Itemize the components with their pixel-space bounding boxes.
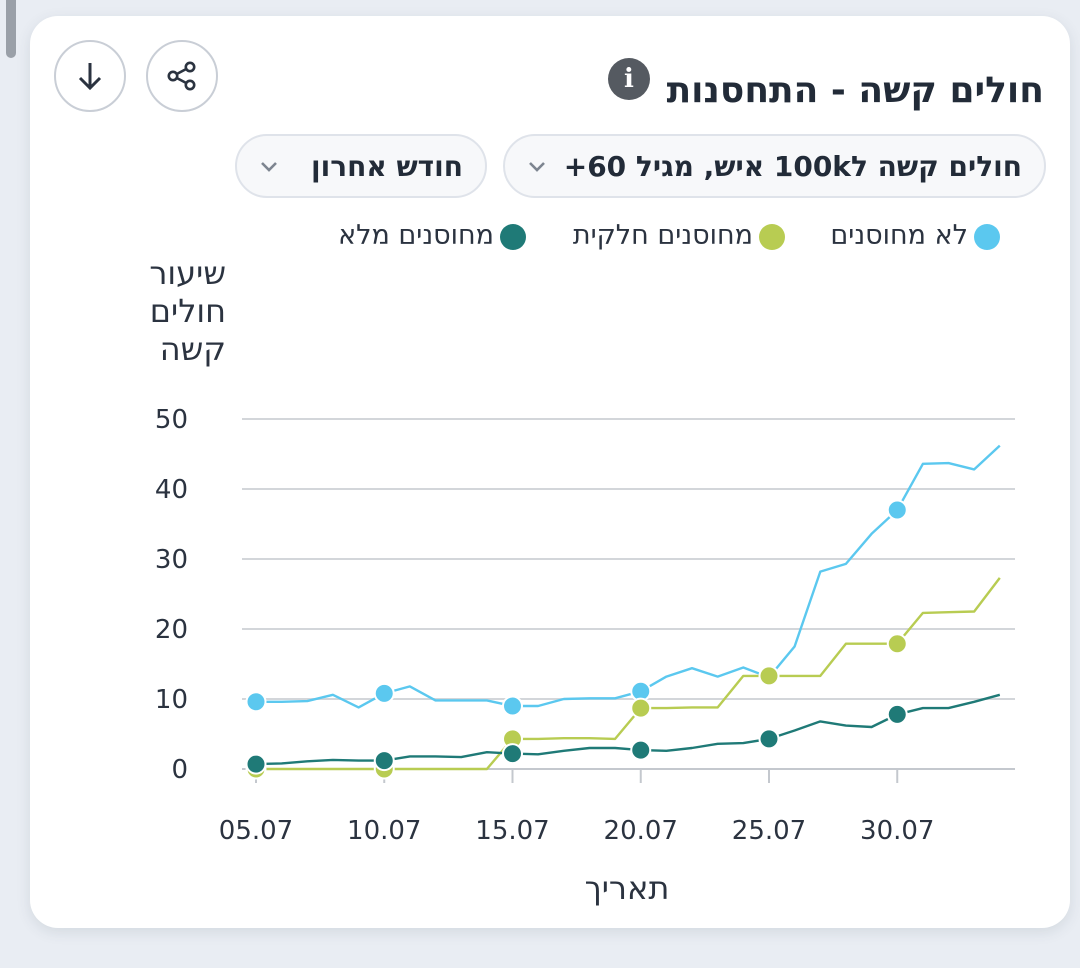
data-point-marker <box>245 691 267 713</box>
series-line-2 <box>255 693 1001 766</box>
x-tick-label: 20.07 <box>604 816 678 846</box>
chart-card: חולים קשה - התחסנות i חולים קשה ל100k אי… <box>30 16 1070 928</box>
data-point-marker <box>886 633 908 655</box>
legend-item-unvaccinated[interactable]: לא מחוסנים <box>800 220 1000 254</box>
data-point-marker <box>245 753 267 775</box>
legend-label-unvaccinated: לא מחוסנים <box>830 220 968 251</box>
info-icon[interactable]: i <box>608 58 650 100</box>
y-tick-label: 30 <box>155 545 188 575</box>
data-point-marker <box>630 697 652 719</box>
card-title: חולים קשה - התחסנות <box>666 70 1044 111</box>
data-point-marker <box>630 739 652 761</box>
chevron-down-icon <box>261 162 277 172</box>
download-arrow-icon <box>78 63 102 91</box>
data-point-marker <box>758 665 780 687</box>
chevron-down-icon <box>529 162 545 172</box>
legend-dot-unvaccinated <box>974 224 1000 250</box>
share-icon <box>167 61 196 91</box>
x-tick-label: 05.07 <box>219 816 293 846</box>
metric-dropdown[interactable]: חולים קשה ל100k איש, מגיל 60+ <box>503 134 1046 198</box>
data-point-marker <box>758 728 780 750</box>
data-point-marker <box>502 695 523 717</box>
y-tick-label: 50 <box>155 405 188 435</box>
legend-label-full: מחוסנים מלא <box>338 220 494 251</box>
y-tick-label: 40 <box>155 475 188 505</box>
legend-dot-full <box>500 224 526 250</box>
y-tick-label: 20 <box>155 615 188 645</box>
legend-label-partial: מחוסנים חלקית <box>572 220 753 251</box>
period-dropdown[interactable]: חודש אחרון <box>235 134 487 198</box>
y-axis-title: שיעור חולים קשה <box>149 254 226 368</box>
y-tick-label: 10 <box>155 685 188 715</box>
y-tick-label: 0 <box>171 755 188 785</box>
metric-dropdown-label: חולים קשה ל100k איש, מגיל 60+ <box>563 150 1022 183</box>
series-line-0 <box>256 444 1001 709</box>
legend-item-partial[interactable]: מחוסנים חלקית <box>550 220 785 254</box>
data-point-marker <box>373 750 395 772</box>
x-tick-label: 10.07 <box>347 816 421 846</box>
data-point-marker <box>502 743 523 765</box>
scrollbar-thumb[interactable] <box>6 0 16 58</box>
x-tick-label: 25.07 <box>732 816 806 846</box>
x-tick-label: 15.07 <box>475 816 549 846</box>
data-point-marker <box>373 682 395 704</box>
series-line-1 <box>256 577 1001 771</box>
period-dropdown-label: חודש אחרון <box>311 150 463 183</box>
share-button[interactable] <box>146 40 218 112</box>
data-point-marker <box>886 703 908 725</box>
legend-dot-partial <box>759 224 785 250</box>
data-point-marker <box>886 499 908 521</box>
x-tick-label: 30.07 <box>860 816 934 846</box>
download-button[interactable] <box>54 40 126 112</box>
x-axis-title: תאריך <box>585 869 670 907</box>
legend-item-full[interactable]: מחוסנים מלא <box>320 220 526 254</box>
line-chart: 0 10 20 30 40 50 05.07 10.07 15.07 20.07 25.07 30.0… <box>155 405 1015 907</box>
